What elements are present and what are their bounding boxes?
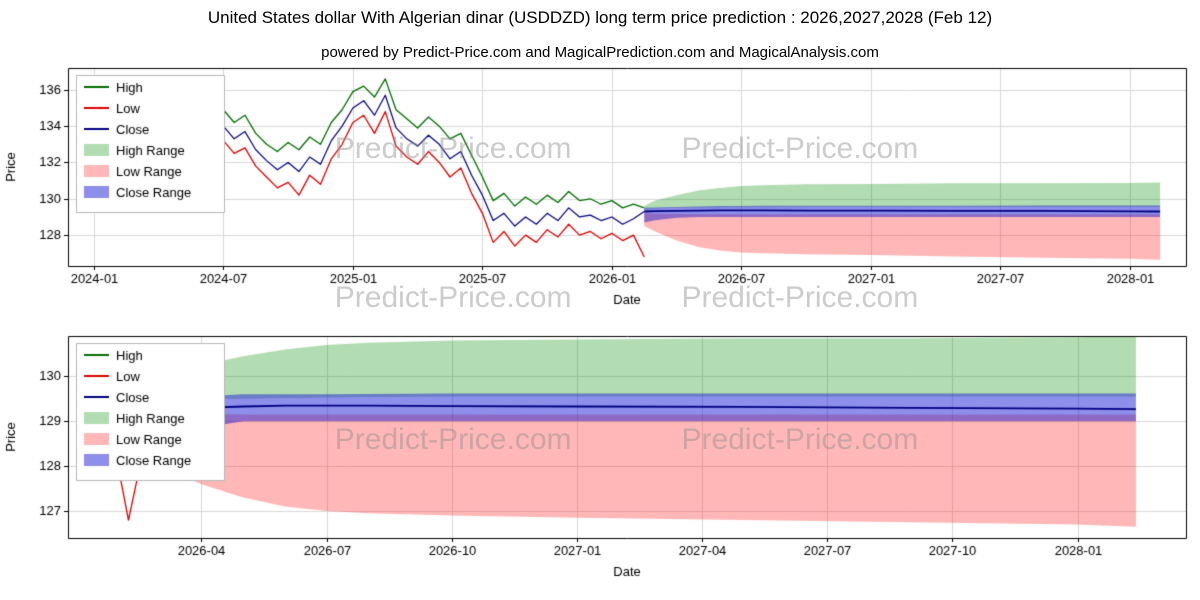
bottom-price-chart-canvas bbox=[0, 326, 1200, 598]
page-title: United States dollar With Algerian dinar… bbox=[207, 8, 993, 27]
top-price-chart-canvas bbox=[0, 62, 1200, 318]
page-subtitle: powered by Predict-Price.com and Magical… bbox=[321, 44, 879, 61]
